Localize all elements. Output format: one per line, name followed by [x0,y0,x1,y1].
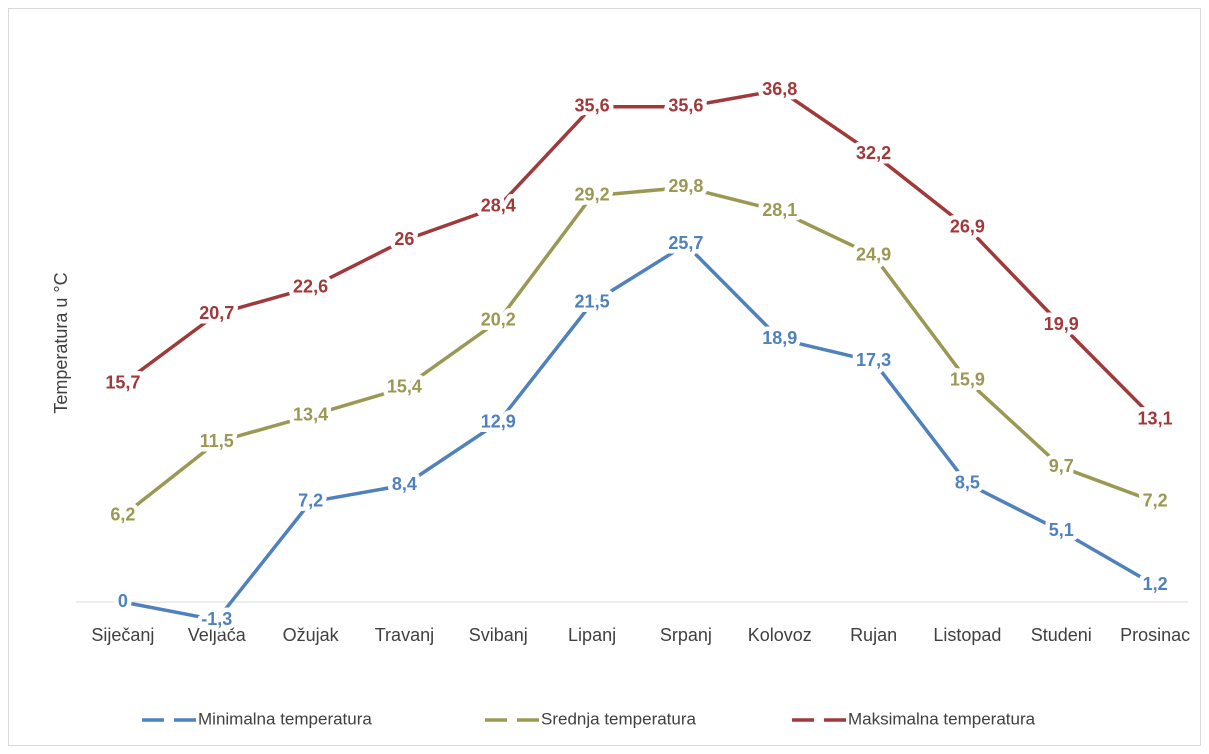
data-label: -1,3 [201,609,232,629]
data-label: 26,9 [950,217,985,237]
data-label: 13,1 [1138,408,1173,428]
data-label: 32,2 [856,143,891,163]
data-label: 6,2 [110,504,135,524]
data-label: 20,2 [481,310,516,330]
data-label: 29,8 [668,176,703,196]
data-label: 8,4 [392,474,417,494]
data-label: 8,5 [955,472,980,492]
data-label: 22,6 [293,276,328,296]
data-label: 28,1 [762,200,797,220]
x-tick-label: Rujan [850,625,897,645]
data-label: 19,9 [1044,314,1079,334]
y-axis-label: Temperatura u °C [51,272,71,413]
legend-label: Minimalna temperatura [198,709,372,728]
series-line [122,242,1156,622]
x-tick-label: Studeni [1031,625,1092,645]
legend-label: Srednja temperatura [541,709,697,728]
data-label: 24,9 [856,244,891,264]
data-label: 28,4 [481,196,516,216]
series-line [121,88,1157,421]
data-label: 35,6 [668,95,703,115]
legend-label: Maksimalna temperatura [848,709,1036,728]
data-label: 7,2 [1143,491,1168,511]
data-label: 7,2 [298,491,323,511]
data-label: 1,2 [1143,574,1168,594]
data-label: 35,6 [575,95,610,115]
x-tick-label: Siječanj [91,625,154,645]
data-label: 15,7 [105,372,140,392]
data-label: 29,2 [575,185,610,205]
data-label: 26 [394,229,414,249]
x-tick-label: Listopad [933,625,1001,645]
data-label: 17,3 [856,350,891,370]
x-tick-label: Srpanj [660,625,712,645]
data-label: 5,1 [1049,520,1074,540]
x-tick-label: Veljača [188,625,247,645]
x-tick-label: Lipanj [568,625,616,645]
data-label: 18,9 [762,328,797,348]
data-label: 20,7 [199,303,234,323]
x-tick-label: Svibanj [469,625,528,645]
series-line [121,185,1156,518]
x-tick-label: Travanj [375,625,434,645]
data-label: 25,7 [668,233,703,253]
data-label: 15,9 [950,370,985,390]
data-label: 13,4 [293,404,328,424]
data-label: 12,9 [481,411,516,431]
chart-border [8,8,1201,746]
x-tick-label: Ožujak [283,625,340,645]
data-label: 11,5 [200,431,234,451]
data-label: 36,8 [762,79,797,99]
data-label: 0 [118,591,128,611]
data-label: 21,5 [575,292,610,312]
x-tick-label: Kolovoz [748,625,812,645]
data-label: 15,4 [387,376,422,396]
data-label: 9,7 [1049,456,1074,476]
x-tick-label: Prosinac [1120,625,1190,645]
